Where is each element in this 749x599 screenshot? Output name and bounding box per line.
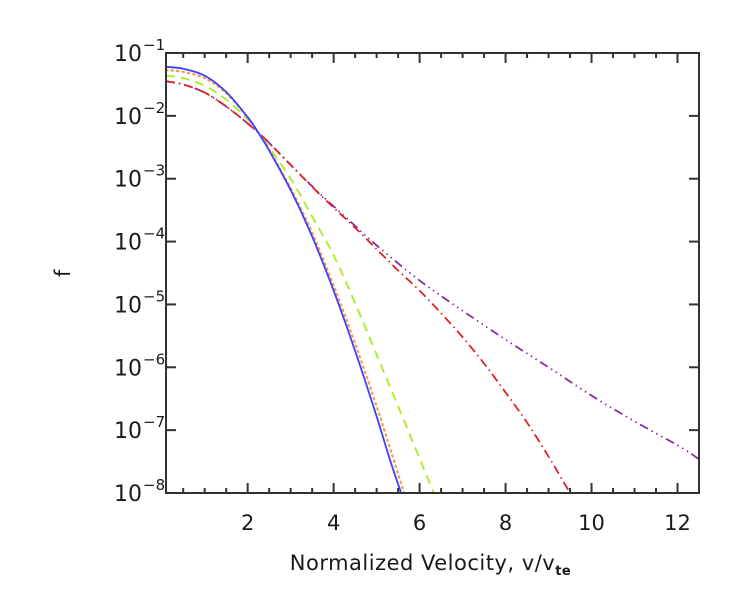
y-tick-label-exponent: −2 bbox=[143, 99, 165, 117]
x-axis-title-main: Normalized Velocity, v/v bbox=[290, 551, 555, 575]
y-tick-label: 10 bbox=[114, 105, 142, 130]
y-tick-label-exponent: −6 bbox=[143, 350, 165, 368]
y-tick-label-exponent: −4 bbox=[143, 225, 165, 243]
y-tick-label-exponent: −3 bbox=[143, 162, 165, 180]
series-line-dashdotdotdot-purple bbox=[166, 80, 699, 460]
x-axis-title: Normalized Velocity, v/vte bbox=[290, 551, 571, 579]
y-tick-label-exponent: −5 bbox=[143, 287, 165, 305]
y-axis-title: f bbox=[51, 269, 75, 277]
y-tick-label-exponent: −8 bbox=[143, 476, 165, 494]
x-tick-label: 6 bbox=[413, 511, 426, 535]
axes bbox=[165, 52, 700, 494]
x-tick-label: 10 bbox=[578, 511, 605, 535]
series-layer bbox=[166, 65, 699, 493]
series-line-solid-blue bbox=[166, 65, 402, 493]
x-tick-label: 2 bbox=[241, 511, 254, 535]
plot-frame bbox=[165, 52, 700, 494]
y-tick-label-exponent: −1 bbox=[143, 36, 165, 54]
y-tick-label: 10 bbox=[114, 231, 142, 256]
x-tick-label: 8 bbox=[499, 511, 512, 535]
x-axis-title-subscript: te bbox=[555, 564, 571, 579]
series-line-dashed-green bbox=[166, 74, 435, 493]
y-tick-label: 10 bbox=[114, 293, 142, 318]
y-tick-label: 10 bbox=[114, 42, 142, 67]
y-tick-label-exponent: −7 bbox=[143, 413, 165, 431]
series-line-dashdot-red bbox=[166, 80, 571, 493]
y-tick-label: 10 bbox=[114, 419, 142, 444]
x-tick-label: 12 bbox=[664, 511, 691, 535]
x-ticks: 2 4 6 8 10 12 bbox=[182, 53, 700, 535]
y-tick-label: 10 bbox=[114, 168, 142, 193]
y-tick-label: 10 bbox=[114, 356, 142, 381]
x-tick-label: 4 bbox=[327, 511, 340, 535]
y-ticks: 10−110−210−310−410−510−610−710−8 bbox=[114, 36, 699, 507]
series-line-dotted-orange bbox=[166, 68, 406, 493]
y-tick-label: 10 bbox=[114, 482, 142, 507]
